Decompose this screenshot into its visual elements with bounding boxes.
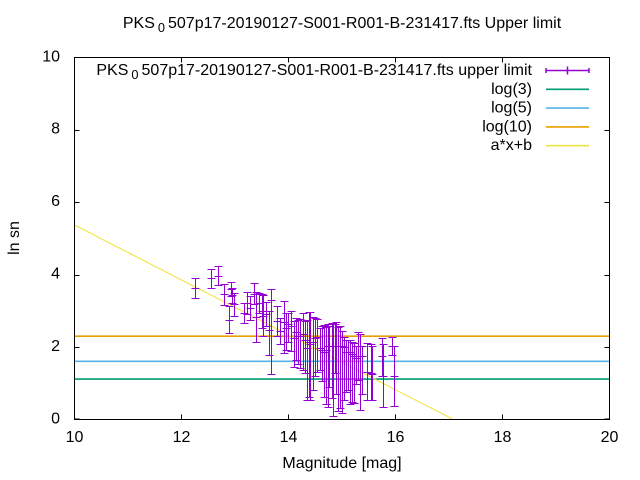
svg-text:2: 2 (51, 338, 60, 355)
svg-text:12: 12 (173, 429, 191, 446)
svg-text:log(10): log(10) (482, 118, 532, 135)
svg-text:4: 4 (51, 266, 60, 283)
svg-text:18: 18 (494, 429, 512, 446)
svg-text:10: 10 (66, 429, 84, 446)
svg-text:16: 16 (387, 429, 405, 446)
svg-text:20: 20 (601, 429, 619, 446)
svg-text:0: 0 (51, 410, 60, 427)
svg-text:a*x+b: a*x+b (491, 137, 532, 154)
svg-text:log(5): log(5) (491, 100, 532, 117)
svg-text:14: 14 (280, 429, 298, 446)
svg-text:ln sn: ln sn (6, 221, 23, 255)
svg-text:6: 6 (51, 193, 60, 210)
svg-text:10: 10 (42, 48, 60, 65)
svg-text:Magnitude [mag]: Magnitude [mag] (282, 455, 401, 472)
svg-text:8: 8 (51, 121, 60, 138)
svg-text:log(3): log(3) (491, 81, 532, 98)
